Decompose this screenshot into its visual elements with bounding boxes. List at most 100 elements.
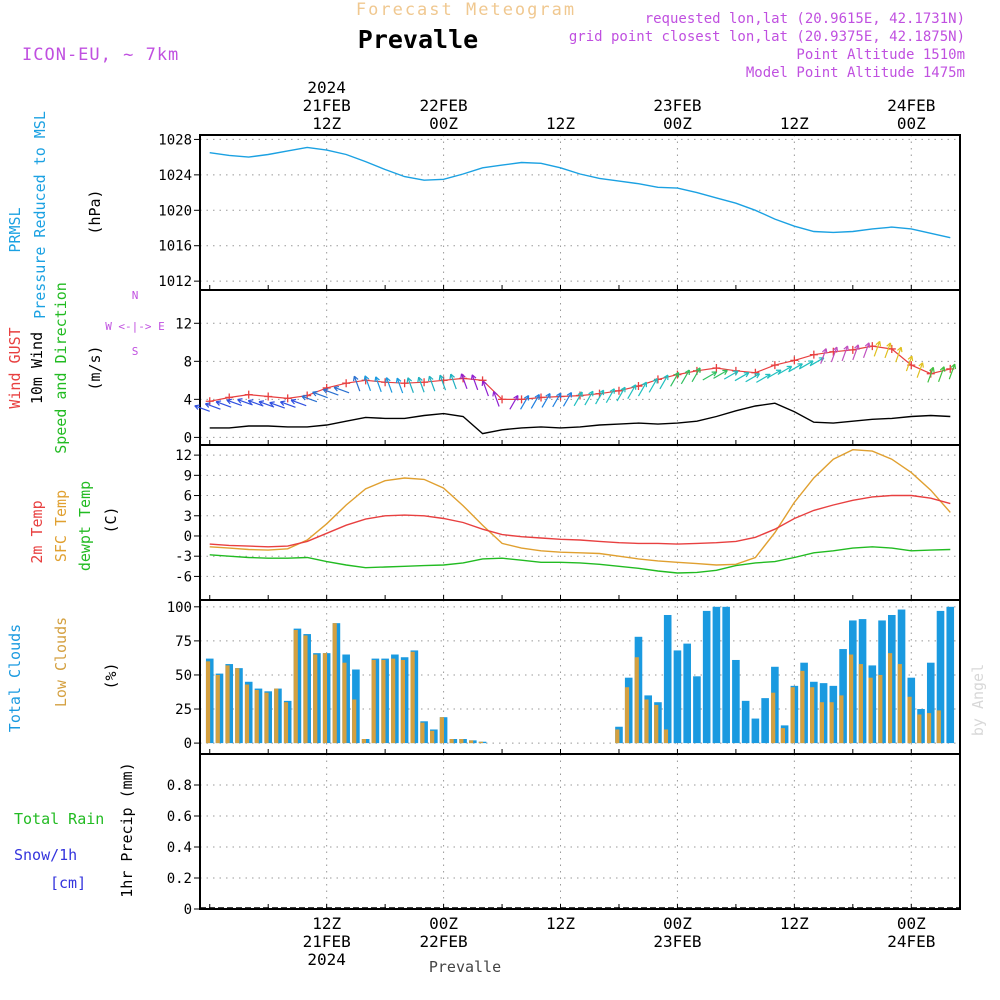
wind-arrow [648, 378, 658, 393]
wind-arrow-head [194, 404, 200, 410]
top-axis-label: 12Z [780, 114, 809, 133]
wind-arrow [407, 377, 414, 393]
wind-arrow [702, 371, 717, 381]
wind-arrow-head [247, 399, 254, 405]
dewpt-label: dewpt Temp [76, 481, 94, 571]
top-axis-label: 12Z [546, 114, 575, 133]
wind-arrow-head [215, 400, 222, 406]
wind-arrow [520, 395, 530, 410]
wind-arrow [364, 375, 372, 392]
low-cloud-bar [868, 677, 873, 744]
low-cloud-bar [264, 692, 269, 744]
pressure-label-2: Pressure Reduced to MSL [31, 111, 49, 319]
wind-arrow [948, 363, 956, 380]
y-tick-label: 25 [175, 702, 192, 718]
gust-marker [283, 394, 292, 403]
gust-marker [517, 395, 526, 404]
bottom-axis-label: 12Z [546, 914, 575, 933]
pressure-unit: (hPa) [86, 189, 104, 234]
wind-arrow-head [395, 377, 402, 384]
wind-arrow-head [374, 376, 380, 382]
low-cloud-bar [878, 674, 883, 744]
clouds-unit: (%) [102, 662, 120, 689]
wind-arrow-head [577, 391, 583, 397]
requested-coords: requested lon,lat (20.9615E, 42.1731N) [645, 11, 965, 27]
y-tick-label: -6 [175, 569, 192, 585]
wind-arrow [530, 394, 540, 409]
wind-arrow-head [333, 385, 340, 392]
model-altitude: Model Point Altitude 1475m [746, 65, 965, 81]
wind-arrow-head [438, 374, 445, 381]
wind-arrow-head [918, 362, 924, 368]
total-cloud-bar [683, 643, 691, 744]
gust-marker [848, 345, 857, 354]
wind-arrow [873, 341, 881, 357]
wind-arrow-head [907, 355, 914, 362]
low-cloud-bar [293, 629, 298, 744]
low-cloud-bar [615, 729, 620, 744]
panel-frame [199, 753, 961, 910]
top-axis-label: 12Z [312, 114, 341, 133]
bottom-axis-label: 00Z [663, 914, 692, 933]
low-cloud-bar [469, 740, 474, 744]
wind-arrow [884, 342, 892, 359]
wind-arrow [616, 386, 626, 402]
bottom-axis-label: 12Z [312, 914, 341, 933]
total-cloud-bar [926, 662, 935, 744]
snow-unit-label: [cm] [50, 874, 86, 892]
wind-arrow [248, 399, 264, 407]
y-tick-label: 1028 [158, 132, 192, 148]
wind-arrow-head [385, 377, 391, 383]
low-cloud-bar [303, 635, 308, 744]
wind-arrow-head [470, 374, 477, 380]
wind-arrow-head [897, 346, 903, 353]
top-axis-label: 24FEB [887, 96, 935, 115]
wind-arrow-head [950, 363, 957, 370]
low-cloud-bar [819, 702, 824, 744]
total-cloud-bar [946, 606, 955, 744]
wind-arrow [927, 367, 934, 383]
gust-marker [420, 378, 429, 387]
y-tick-label: 100 [167, 600, 192, 616]
low-cloud-bar [654, 704, 659, 744]
low-cloud-bar [352, 699, 357, 744]
wind-arrow [627, 384, 637, 399]
low-cloud-bar [235, 668, 240, 744]
wind-arrow-head [875, 340, 882, 347]
wind-arrow-head [301, 394, 307, 401]
y-tick-label: 0.2 [167, 871, 192, 887]
low-cloud-bar [449, 739, 454, 744]
wind-arrow-head [843, 345, 849, 351]
low-cloud-bar [771, 692, 776, 744]
low-cloud-bar [439, 717, 444, 744]
bottom-axis-label: 23FEB [653, 932, 701, 951]
wind-arrow-head [566, 391, 573, 398]
y-tick-label: 4 [184, 392, 192, 408]
bottom-axis-label: 24FEB [887, 932, 935, 951]
gust-marker [537, 393, 546, 402]
wind-arrow [418, 376, 425, 393]
low-cloud-bar [244, 684, 250, 744]
low-cloud-bar [917, 714, 922, 744]
wind-arrow [809, 357, 825, 367]
panel-frame [199, 444, 961, 601]
gust-label: Wind GUST [6, 327, 24, 408]
direction-label: Speed and Direction [52, 282, 70, 454]
wind-arrow [766, 369, 782, 379]
wind-arrow [670, 372, 680, 387]
wind-arrow [562, 392, 572, 407]
y-tick-label: 50 [175, 668, 192, 684]
low-cloud-bar [663, 729, 669, 744]
low-cloud-bar [283, 702, 289, 744]
wind-arrow [428, 375, 436, 392]
wind-arrow [723, 370, 739, 380]
wind-arrow [290, 399, 307, 407]
total-cloud-bar [751, 718, 760, 744]
top-axis-label: 00Z [897, 114, 926, 133]
y-tick-label: 1024 [158, 168, 192, 184]
forecast-title: Forecast Meteogram [356, 0, 576, 20]
y-tick-label: 0 [184, 529, 192, 545]
wind-arrow [659, 374, 669, 390]
